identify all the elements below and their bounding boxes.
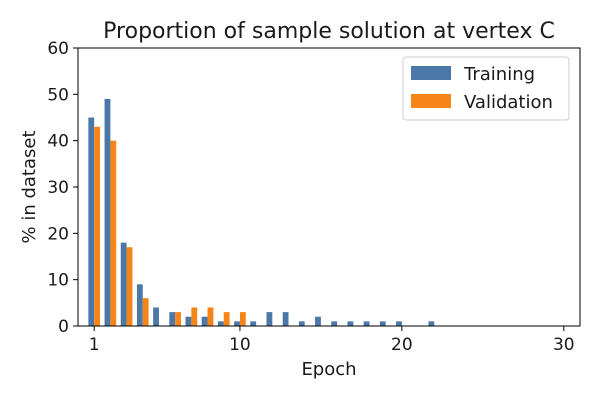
legend-label-training: Training xyxy=(463,64,535,85)
x-axis-label: Epoch xyxy=(301,359,356,380)
x-tick-label: 30 xyxy=(553,335,575,355)
bar-training-epoch-4 xyxy=(136,284,143,326)
x-axis: 1 10 20 30 xyxy=(89,326,575,355)
y-tick-label: 0 xyxy=(58,317,69,337)
y-axis: 0 10 20 30 40 50 60 xyxy=(47,39,78,337)
bar-training-epoch-10 xyxy=(234,321,240,326)
bar-training-epoch-3 xyxy=(120,242,127,326)
bar-training-epoch-18 xyxy=(363,321,370,326)
bar-validation-epoch-10 xyxy=(239,312,246,326)
bar-training-epoch-11 xyxy=(250,321,257,326)
axes-frame xyxy=(77,47,581,327)
bar-training-epoch-22 xyxy=(428,321,435,326)
y-tick-label: 10 xyxy=(47,271,69,291)
chart-title: Proportion of sample solution at vertex … xyxy=(103,19,555,44)
bar-validation-epoch-7 xyxy=(191,307,198,326)
bar-validation-epoch-4 xyxy=(142,298,149,326)
bar-training-epoch-20 xyxy=(396,321,402,326)
x-tick-label: 10 xyxy=(229,335,251,355)
bar-training-epoch-8 xyxy=(201,316,208,326)
bar-validation-epoch-1 xyxy=(94,126,101,327)
bar-training-epoch-5 xyxy=(153,307,159,326)
x-tick-label: 1 xyxy=(89,335,100,355)
bar-validation-epoch-8 xyxy=(207,307,214,326)
bar-training-epoch-16 xyxy=(331,321,338,326)
bar-training-epoch-17 xyxy=(347,321,354,326)
plot-area xyxy=(88,98,435,327)
bar-training-epoch-12 xyxy=(266,312,273,326)
bar-training-epoch-13 xyxy=(282,312,289,326)
y-tick-label: 60 xyxy=(47,39,69,59)
legend-swatch-training xyxy=(411,66,451,80)
bar-training-epoch-6 xyxy=(169,312,176,326)
legend-swatch-validation xyxy=(411,94,451,108)
y-tick-label: 30 xyxy=(47,178,69,198)
y-axis-label: % in dataset xyxy=(19,130,40,243)
legend-label-validation: Validation xyxy=(464,92,553,113)
bar-validation-epoch-9 xyxy=(223,312,230,326)
bar-training-epoch-2 xyxy=(104,98,111,326)
bar-validation-epoch-2 xyxy=(110,140,117,326)
bar-training-epoch-1 xyxy=(88,117,95,326)
bar-validation-epoch-6 xyxy=(175,312,181,326)
y-tick-label: 50 xyxy=(47,85,69,105)
bar-training-epoch-19 xyxy=(379,321,386,326)
x-tick-label: 20 xyxy=(391,335,413,355)
bar-training-epoch-7 xyxy=(185,316,192,326)
bar-training-epoch-9 xyxy=(217,321,224,326)
y-tick-label: 40 xyxy=(47,132,69,152)
bar-validation-epoch-3 xyxy=(126,247,133,326)
bar-training-epoch-15 xyxy=(315,316,321,326)
y-tick-label: 20 xyxy=(47,224,69,244)
bar-training-epoch-14 xyxy=(298,321,305,326)
legend: Training Validation xyxy=(402,56,570,121)
